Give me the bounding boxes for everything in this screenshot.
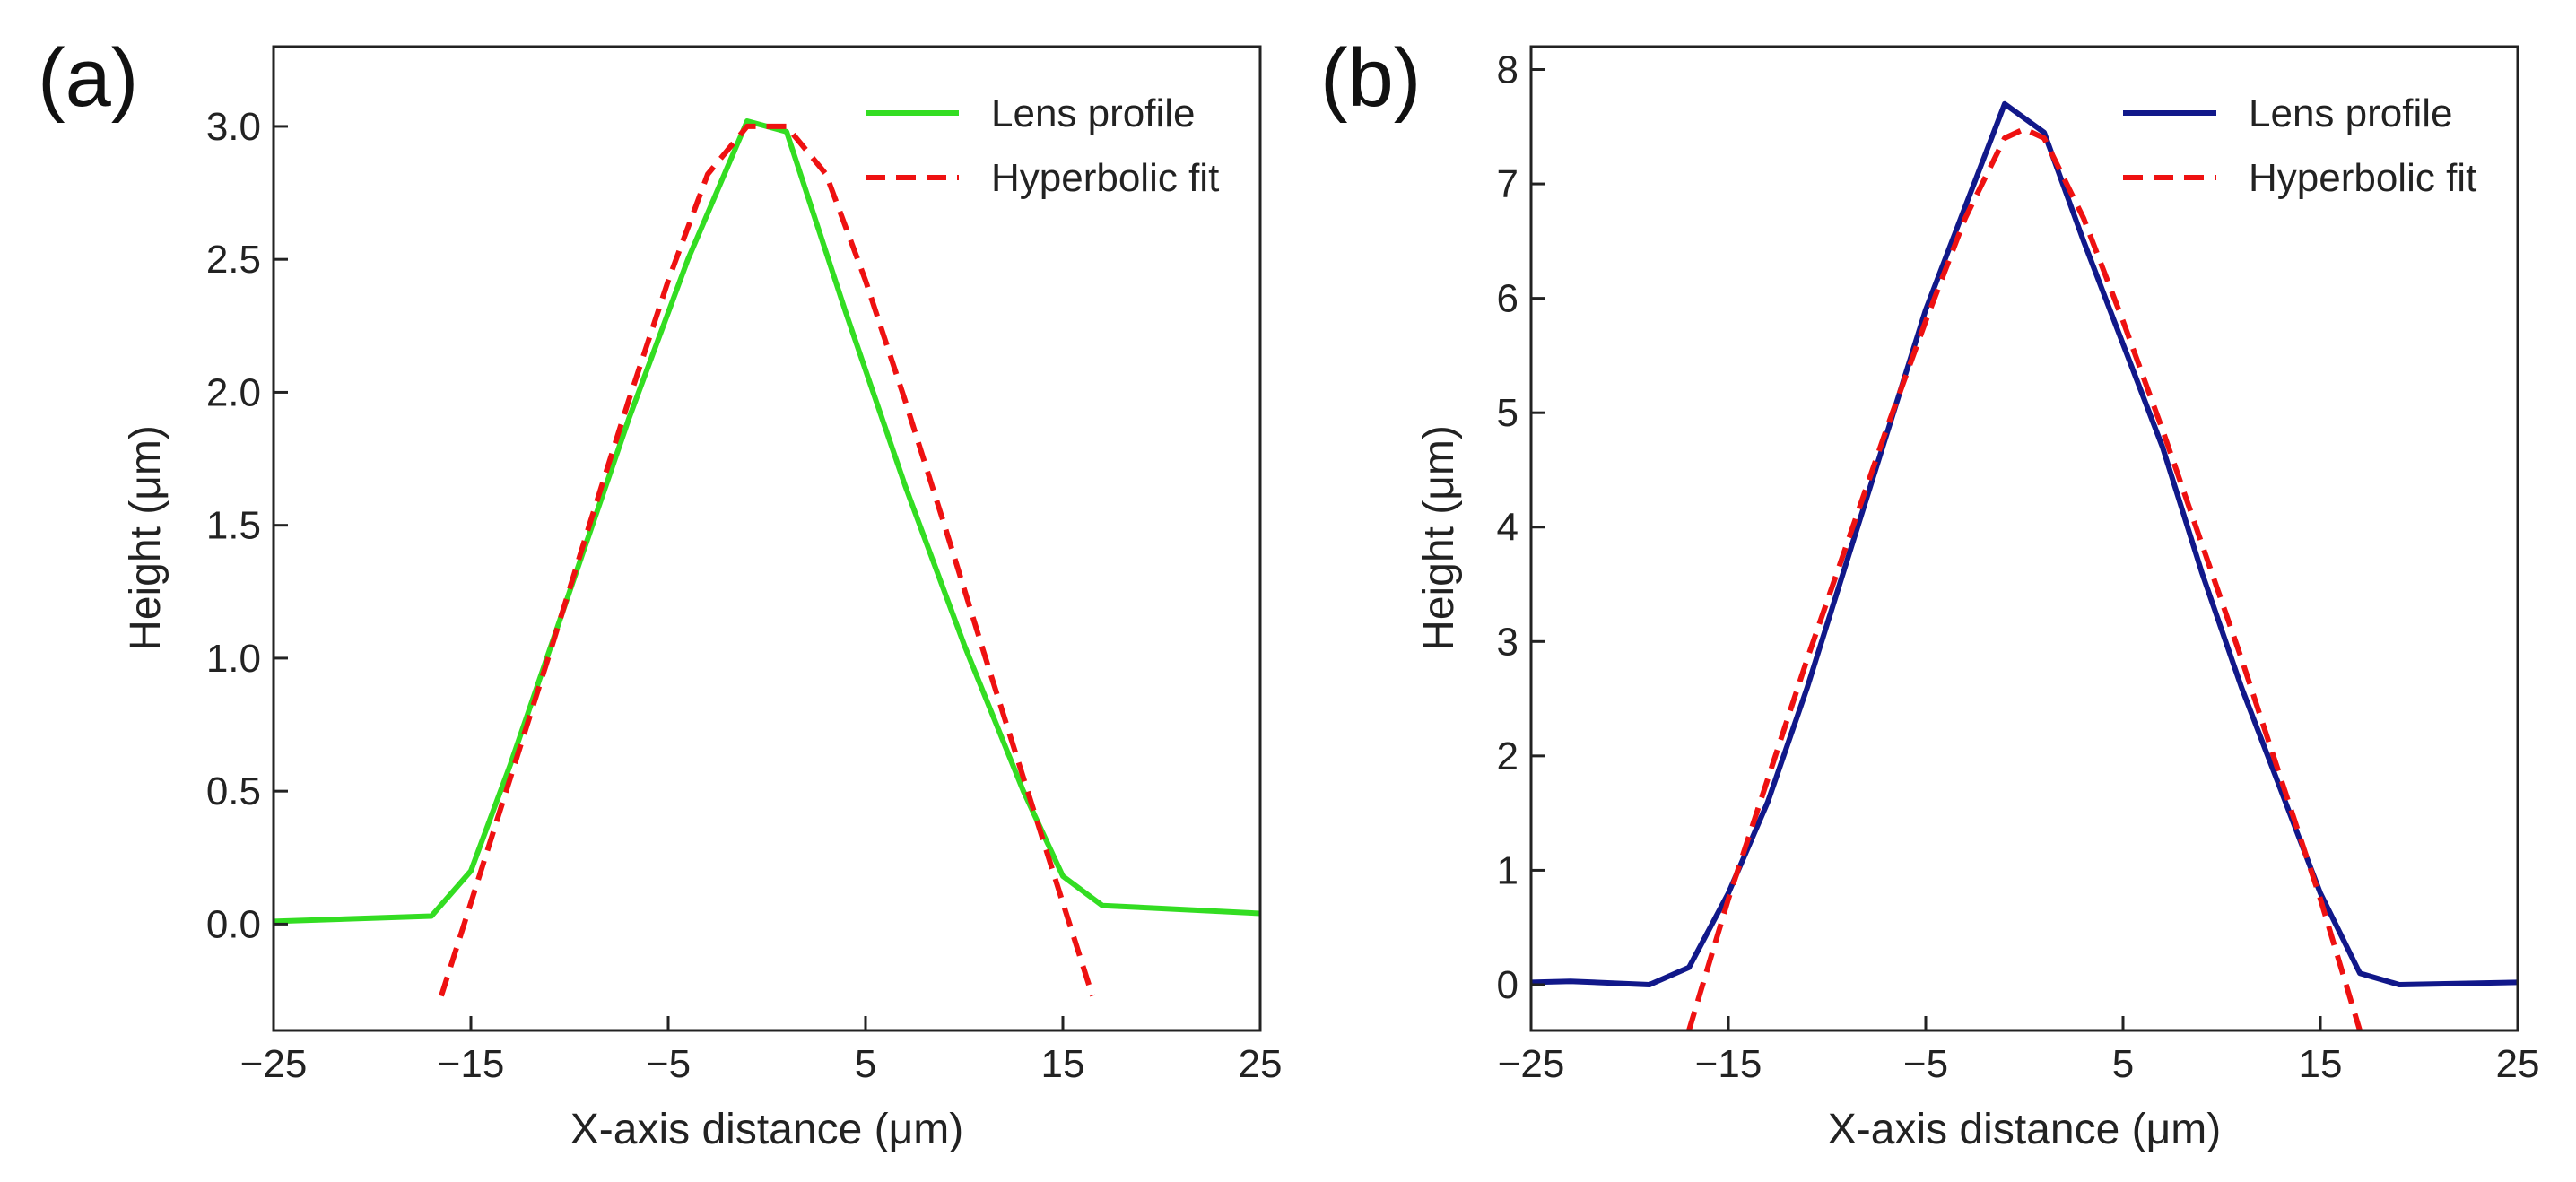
panel-a-y-tick-label: 0.5 [206, 769, 261, 813]
panel-a-legend: Lens profile Hyperbolic fit [866, 91, 1219, 200]
panel-a-x-tick-label: 15 [1041, 1042, 1085, 1086]
panel-b-y-tick-label: 1 [1497, 848, 1519, 892]
panel-a-y-axis-title: Height (μm) [122, 425, 170, 651]
panel-a-legend-label-lens-profile: Lens profile [991, 91, 1195, 135]
panel-a-label: (a) [38, 32, 138, 124]
panel-b-y-tick-label: 3 [1497, 620, 1519, 664]
panel-b-y-tick-label: 6 [1497, 277, 1519, 321]
panel-b: (b) −25 −15 −5 5 15 25 0 1 2 3 4 5 6 7 8 X-axis distan… [1320, 32, 2539, 1153]
panel-b-y-tick-label: 2 [1497, 734, 1519, 778]
panel-b-x-tick-label: −15 [1695, 1042, 1762, 1086]
panel-a-x-tick-label: −25 [240, 1042, 308, 1086]
panel-a-y-tick-label: 0.0 [206, 902, 261, 946]
panel-a-x-tick-label: 5 [855, 1042, 876, 1086]
panel-a-plot-frame [272, 45, 1262, 1032]
panel-b-x-tick-label: 5 [2112, 1042, 2134, 1086]
panel-b-x-tick-label: −25 [1498, 1042, 1565, 1086]
panel-b-x-tick-label: 25 [2496, 1042, 2540, 1086]
panel-a-y-tick-label: 2.0 [206, 370, 261, 414]
panel-b-y-axis-title: Height (μm) [1415, 425, 1463, 651]
panel-b-legend: Lens profile Hyperbolic fit [2123, 91, 2476, 200]
panel-a-series-lens-profile-line [274, 118, 1260, 925]
panel-a-y-tick-label: 1.0 [206, 637, 261, 681]
panel-a: (a) −25 −15 −5 5 15 25 0.0 0.5 1.0 1.5 2.0 2.5 3.0 X… [38, 32, 1282, 1153]
panel-a-x-tick-label: 25 [1239, 1042, 1283, 1086]
panel-b-plot-frame [1529, 45, 2519, 1032]
panel-b-x-tick-label: 15 [2299, 1042, 2343, 1086]
panel-a-x-axis-title: X-axis distance (μm) [570, 1106, 963, 1153]
panel-b-y-tick-label: 5 [1497, 391, 1519, 435]
panel-b-series-hyperbolic-fit-line [1686, 126, 2363, 1030]
panel-a-x-tick-label: −5 [646, 1042, 691, 1086]
panel-b-legend-label-hyperbolic-fit: Hyperbolic fit [2249, 156, 2476, 200]
panel-b-label: (b) [1320, 32, 1421, 124]
panel-a-y-tick-label: 3.0 [206, 105, 261, 149]
panel-b-y-tick-label: 8 [1497, 48, 1519, 92]
panel-b-x-tick-label: −5 [1903, 1042, 1948, 1086]
panel-b-y-tick-label: 0 [1497, 963, 1519, 1007]
panel-b-series-lens-profile-line [1531, 100, 2518, 987]
panel-b-y-tick-label: 7 [1497, 162, 1519, 206]
panel-b-legend-label-lens-profile: Lens profile [2249, 91, 2452, 135]
panel-a-x-tick-label: −15 [438, 1042, 505, 1086]
panel-a-series-hyperbolic-fit-line [439, 123, 1095, 997]
panel-a-legend-label-hyperbolic-fit: Hyperbolic fit [991, 156, 1219, 200]
panel-b-y-tick-label: 4 [1497, 506, 1519, 550]
panel-a-y-tick-label: 1.5 [206, 504, 261, 548]
panel-b-x-axis-title: X-axis distance (μm) [1828, 1106, 2221, 1153]
panel-a-y-tick-label: 2.5 [206, 238, 261, 282]
